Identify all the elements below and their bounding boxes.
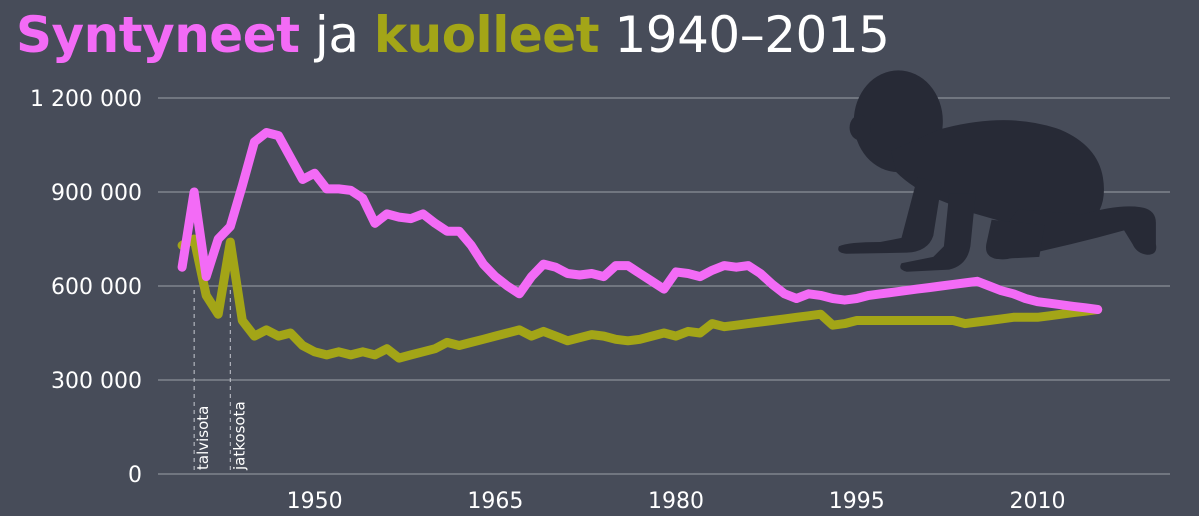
x-tick-label: 1980 (648, 489, 704, 514)
y-tick-label: 1 200 000 (30, 87, 142, 112)
annotation-label: jatkosota (230, 401, 248, 471)
y-tick-label: 600 000 (51, 275, 142, 300)
title-births: Syntyneet (16, 6, 300, 64)
title-years: 1940–2015 (614, 6, 890, 64)
axes: 0 300 000 600 000 900 000 1 200 000 1950 1965 1… (30, 87, 1065, 514)
x-tick-label: 2010 (1009, 489, 1065, 514)
x-tick-label: 1965 (467, 489, 523, 514)
births-series-line (177, 128, 1103, 314)
deaths-series-line (177, 234, 1103, 363)
chart-title: Syntyneet ja kuolleet 1940–2015 (16, 2, 890, 68)
y-tick-label: 0 (128, 463, 142, 488)
title-deaths: kuolleet (373, 6, 600, 64)
title-conjunction: ja (314, 6, 359, 64)
y-tick-label: 900 000 (51, 181, 142, 206)
crawling-baby-icon (838, 70, 1157, 272)
x-tick-label: 1995 (829, 489, 885, 514)
x-tick-label: 1950 (287, 489, 343, 514)
annotations: talvisota jatkosota (193, 290, 248, 474)
annotation-label: talvisota (194, 406, 212, 470)
y-tick-label: 300 000 (51, 369, 142, 394)
series (177, 128, 1103, 363)
